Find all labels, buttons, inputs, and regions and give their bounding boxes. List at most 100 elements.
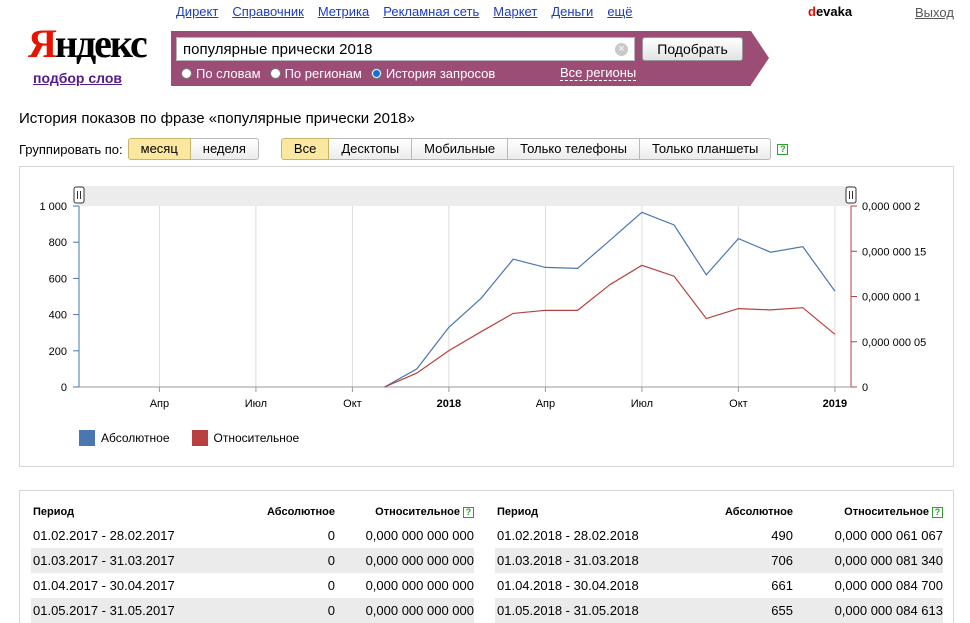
x-tick-label: Апр [536,398,555,410]
help-icon[interactable]: ? [777,143,789,155]
y-tick-label-left: 0 [61,382,67,394]
page-title: История показов по фразе «популярные при… [19,110,415,127]
column-header-absolute: Абсолютное [267,506,335,518]
yandex-logo[interactable]: Яндекс [28,21,148,66]
table-row: 01.02.2017 - 28.02.2017 0 0,000 000 000 00… [31,523,474,548]
nav-link-ad-network[interactable]: Рекламная сеть [383,4,480,19]
cell-relative: 0,000 000 084 700 [834,578,943,593]
legend-absolute[interactable]: Абсолютное [79,430,170,446]
group-by-buttons: месяц неделя [127,138,259,160]
device-mobile-button[interactable]: Мобильные [412,138,509,160]
cell-relative: 0,000 000 000 000 [335,548,474,573]
nav-link-direct[interactable]: Директ [176,4,219,19]
x-tick-label: Июл [631,398,653,410]
help-icon[interactable]: ? [463,507,474,518]
user-name[interactable]: devaka [808,4,853,19]
y-tick-label-left: 800 [49,237,67,249]
radio-icon [181,68,192,79]
x-tick-label: 2018 [437,398,461,410]
y-tick-label-left: 400 [49,310,67,322]
x-tick-label: Окт [343,398,362,410]
group-week-button[interactable]: неделя [190,138,259,160]
device-tablets-button[interactable]: Только планшеты [639,138,772,160]
filter-bar: Группировать по: месяц неделя Все Дескто… [19,138,789,160]
cell-period: 01.03.2018 - 31.03.2018 [495,548,675,573]
cell-relative: 0,000 000 081 340 [793,548,943,573]
x-tick-label: Окт [729,398,748,410]
table-row: 01.03.2018 - 31.03.2018 706 0,000 000 081 … [495,548,943,573]
cell-relative: 0,000 000 000 000 [365,528,474,543]
cell-period: 01.03.2017 - 31.03.2017 [31,548,211,573]
legend-relative[interactable]: Относительное [191,430,299,446]
group-by-label: Группировать по: [19,141,123,157]
y-tick-label-left: 200 [49,346,67,358]
radio-icon [269,68,281,79]
column-header-period: Период [33,506,75,518]
submit-button[interactable]: Подобрать [642,37,743,61]
legend-swatch [79,430,95,446]
nav-link-more[interactable]: ещё [607,4,633,19]
top-nav: Директ Справочник Метрика Рекламная сеть… [176,4,632,19]
cell-period: 01.05.2018 - 31.05.2018 [495,598,675,623]
radio-selected-icon [370,68,382,79]
cell-relative: 0,000 000 000 000 [365,578,474,593]
search-input[interactable]: популярные прически 2018 × [176,37,635,61]
cell-period: 01.02.2017 - 28.02.2017 [33,528,175,543]
radio-by-regions[interactable]: По регионам [269,66,362,81]
device-phones-button[interactable]: Только телефоны [508,138,640,160]
cell-absolute: 0 [211,548,335,573]
device-all-button[interactable]: Все [280,138,330,160]
x-tick-label: Июл [245,398,267,410]
y-tick-label-left: 1 000 [39,201,67,213]
x-tick-label: 2019 [823,398,847,410]
range-handle-left[interactable] [73,186,85,204]
y-tick-label-right: 0,000 000 2 [862,201,920,213]
history-chart: Апр Июл Окт 2018 Апр Июл Окт 2019 0 200 400 600 800 1… [19,166,954,467]
range-handle-right[interactable] [845,186,857,204]
cell-absolute: 706 [675,548,793,573]
clear-icon[interactable]: × [615,43,628,56]
logout-link[interactable]: Выход [915,5,954,20]
cell-absolute: 0 [211,598,335,623]
table-row: 01.04.2017 - 30.04.2017 0 0,000 000 000 00… [31,573,474,598]
nav-link-market[interactable]: Маркет [493,4,538,19]
radio-by-words[interactable]: По словам [181,66,261,81]
cell-relative: 0,000 000 084 613 [793,598,943,623]
y-tick-label-right: 0,000 000 15 [862,246,926,258]
wordstat-link[interactable]: подбор слов [33,70,123,86]
nav-link-money[interactable]: Деньги [551,4,594,19]
column-header-absolute: Абсолютное [725,506,793,518]
device-desktop-button[interactable]: Десктопы [329,138,413,160]
table-row: 01.05.2018 - 31.05.2018 655 0,000 000 084 … [495,598,943,623]
y-tick-label-left: 600 [49,273,67,285]
data-table-left: Период Абсолютное Относительное ? 01.02.… [31,501,474,623]
table-row: 01.02.2018 - 28.02.2018 490 0,000 000 061 … [495,523,943,548]
column-header-relative: Относительное ? [793,501,943,523]
help-icon[interactable]: ? [932,507,943,518]
column-header-period: Период [497,506,539,518]
search-bar: популярные прически 2018 × Подобрать По … [171,31,751,86]
search-bar-arrow [751,31,769,85]
search-mode-radios: По словам По регионам История запросов [181,66,504,81]
cell-period: 01.04.2018 - 30.04.2018 [497,578,639,593]
x-tick-label: Апр [150,398,169,410]
all-regions-link[interactable]: Все регионы [560,65,637,81]
data-table-panel: Период Абсолютное Относительное ? 01.02.… [19,490,954,623]
column-header-relative: Относительное ? [335,501,474,523]
series-relative-line [384,264,836,388]
chart-legend: Абсолютное Относительное [79,430,321,446]
cell-absolute: 661 [771,578,793,593]
table-row: 01.03.2017 - 31.03.2017 0 0,000 000 000 00… [31,548,474,573]
chart-svg: Апр Июл Окт 2018 Апр Июл Окт 2019 0 200 400 600 800 1… [39,186,926,410]
cell-relative: 0,000 000 000 000 [335,598,474,623]
radio-history[interactable]: История запросов [370,66,495,81]
nav-link-reference[interactable]: Справочник [232,4,304,19]
table-row: 01.05.2017 - 31.05.2017 0 0,000 000 000 00… [31,598,474,623]
cell-absolute: 0 [327,578,335,593]
data-table-right: Период Абсолютное Относительное ? 01.02.… [495,501,943,623]
table-row: 01.04.2018 - 30.04.2018 661 0,000 000 084 … [495,573,943,598]
cell-relative: 0,000 000 061 067 [834,528,943,543]
nav-link-metrika[interactable]: Метрика [317,4,370,19]
series-absolute-line [384,211,836,388]
group-month-button[interactable]: месяц [127,138,191,160]
